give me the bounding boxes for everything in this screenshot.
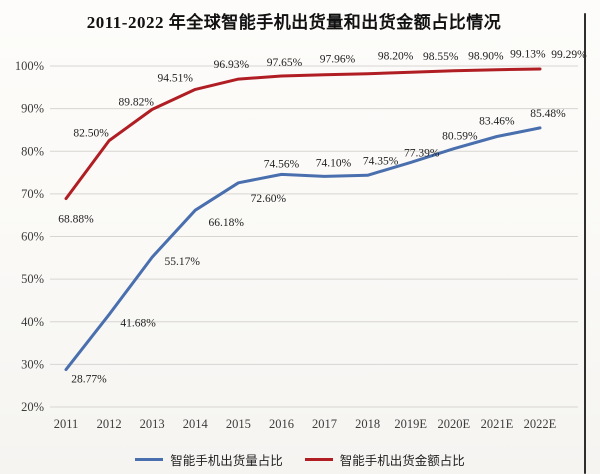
data-label: 89.82%	[118, 96, 154, 108]
data-label: 97.65%	[267, 57, 303, 69]
data-label: 55.17%	[164, 256, 200, 268]
data-label: 41.68%	[120, 318, 156, 330]
series-line	[64, 67, 542, 201]
x-tick-label: 2016	[269, 417, 294, 431]
data-label: 85.48%	[530, 108, 566, 120]
data-label: 98.20%	[378, 51, 414, 63]
legend-label-value: 智能手机出货金额占比	[339, 454, 465, 468]
x-tick-label: 2020E	[437, 417, 470, 431]
y-tick-label: 30%	[21, 357, 44, 371]
y-tick-label: 90%	[21, 102, 44, 116]
y-tick-label: 40%	[21, 315, 44, 329]
x-tick-label: 2013	[140, 417, 165, 431]
data-label: 98.90%	[468, 51, 504, 63]
x-tick-label: 2022E	[524, 417, 557, 431]
x-tick-label: 2018	[355, 417, 380, 431]
legend-line-swatch-volume-icon	[135, 458, 164, 461]
x-tick-label: 2021E	[481, 417, 514, 431]
x-tick-label: 2019E	[394, 417, 427, 431]
x-tick-label: 2011	[54, 417, 79, 431]
y-tick-label: 60%	[21, 230, 44, 244]
chart-title: 2011-2022 年全球智能手机出货量和出货金额占比情况	[86, 13, 502, 32]
data-label: 74.10%	[316, 157, 352, 169]
data-label: 99.29%	[551, 49, 587, 61]
data-label: 74.35%	[363, 155, 399, 167]
data-label: 98.55%	[423, 51, 459, 63]
data-label: 68.88%	[58, 214, 94, 226]
y-tick-label: 100%	[15, 59, 44, 73]
data-label: 99.13%	[510, 49, 546, 61]
x-tick-label: 2014	[183, 417, 209, 431]
y-tick-label: 20%	[21, 400, 44, 414]
legend-label-volume: 智能手机出货量占比	[170, 454, 283, 468]
data-label: 96.93%	[214, 59, 250, 71]
series-line	[64, 126, 542, 372]
legend: 智能手机出货量占比 智能手机出货金额占比	[0, 450, 600, 469]
data-label: 97.96%	[320, 54, 356, 66]
data-label: 74.56%	[264, 158, 300, 170]
x-tick-label: 2017	[312, 417, 337, 431]
data-label: 66.18%	[209, 217, 245, 229]
y-tick-label: 80%	[21, 144, 44, 158]
data-label: 80.59%	[442, 131, 478, 143]
data-label: 28.77%	[71, 374, 107, 386]
data-label: 83.46%	[479, 116, 515, 128]
legend-line-swatch-value-icon	[304, 458, 333, 461]
data-label: 77.39%	[404, 147, 440, 159]
photo-edge-artifact	[584, 13, 586, 474]
legend-item-shipment-value: 智能手机出货金额占比	[304, 450, 465, 469]
data-label: 72.60%	[251, 193, 287, 205]
legend-item-shipment-volume: 智能手机出货量占比	[135, 450, 283, 469]
x-tick-label: 2012	[97, 417, 122, 431]
data-label: 82.50%	[73, 128, 109, 140]
data-label: 94.51%	[158, 72, 194, 84]
y-tick-label: 50%	[21, 272, 44, 286]
x-tick-label: 2015	[226, 417, 251, 431]
y-tick-label: 70%	[21, 187, 44, 201]
